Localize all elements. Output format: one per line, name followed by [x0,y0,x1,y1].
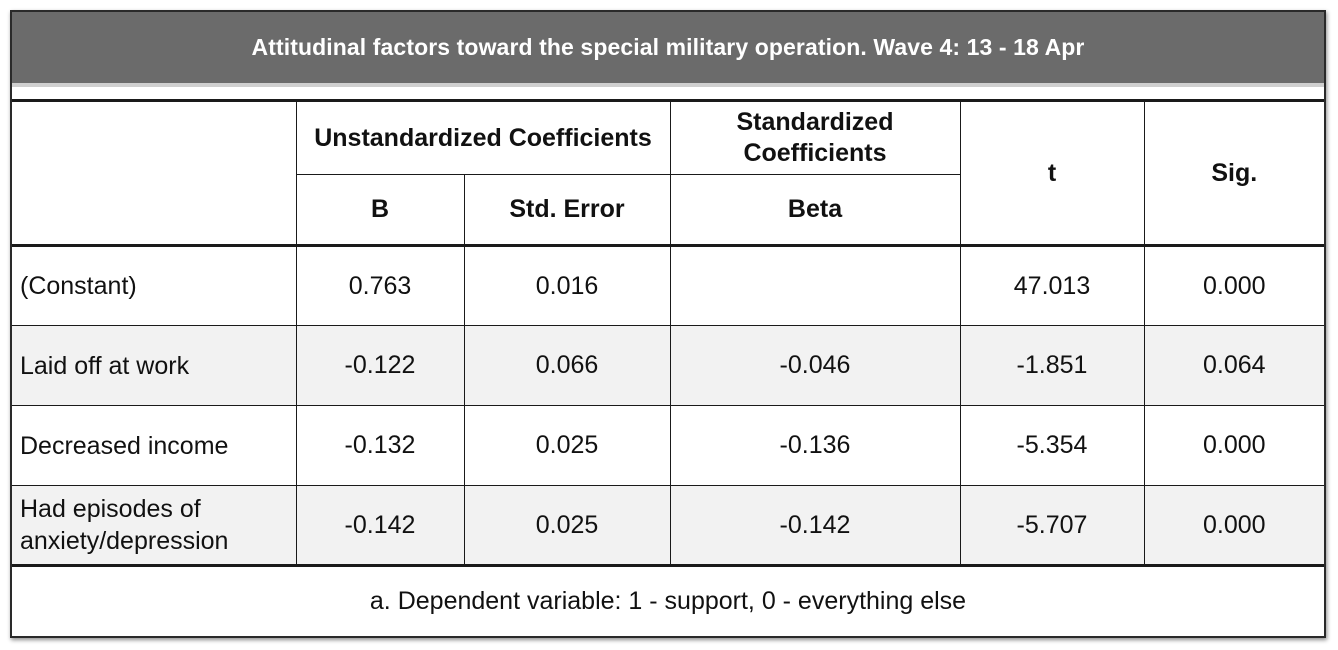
cell-beta [669,245,961,326]
row-label: Laid off at work [12,325,297,406]
cell-sig: 0.000 [1143,485,1324,567]
cell-t: -5.707 [959,485,1145,567]
cell-std-error: 0.016 [463,245,671,326]
cell-beta: -0.142 [669,485,961,567]
table-row: Laid off at work -0.122 0.066 -0.046 -1.… [12,325,1324,406]
header-empty-cell [12,99,297,247]
cell-b: -0.132 [295,405,465,486]
row-label: Had episodes of anxiety/depression [12,485,297,567]
cell-b: -0.122 [295,325,465,406]
header-standardized-coefficients: Standardized Coefficients [669,99,961,175]
cell-std-error: 0.025 [463,485,671,567]
header-t: t [959,99,1145,247]
header-beta: Beta [669,174,960,247]
regression-table-card: Attitudinal factors toward the special m… [10,10,1326,638]
cell-b: 0.763 [295,245,465,326]
header-b: B [296,174,465,247]
cell-sig: 0.064 [1143,325,1324,406]
table-row: Had episodes of anxiety/depression -0.14… [12,485,1324,567]
cell-std-error: 0.066 [463,325,671,406]
cell-sig: 0.000 [1143,405,1324,486]
table-footnote: a. Dependent variable: 1 - support, 0 - … [369,587,967,615]
cell-b: -0.142 [295,485,465,567]
cell-t: -1.851 [959,325,1145,406]
cell-t: 47.013 [959,245,1145,326]
coefficients-table: Unstandardized Coefficients Standardized… [12,99,1324,567]
table-title: Attitudinal factors toward the special m… [12,12,1324,83]
header-unstandardized-coefficients: Unstandardized Coefficients [295,99,671,175]
title-divider [12,83,1324,87]
row-label: Decreased income [12,405,297,486]
cell-sig: 0.000 [1143,245,1324,326]
table-row: Decreased income -0.132 0.025 -0.136 -5.… [12,405,1324,486]
cell-t: -5.354 [959,405,1145,486]
cell-beta: -0.136 [669,405,961,486]
header-std-error: Std. Error [463,174,671,247]
table-row: (Constant) 0.763 0.016 47.013 0.000 [12,245,1324,326]
cell-beta: -0.046 [669,325,961,406]
header-sig: Sig. [1143,99,1324,247]
row-label: (Constant) [12,245,297,326]
cell-std-error: 0.025 [463,405,671,486]
